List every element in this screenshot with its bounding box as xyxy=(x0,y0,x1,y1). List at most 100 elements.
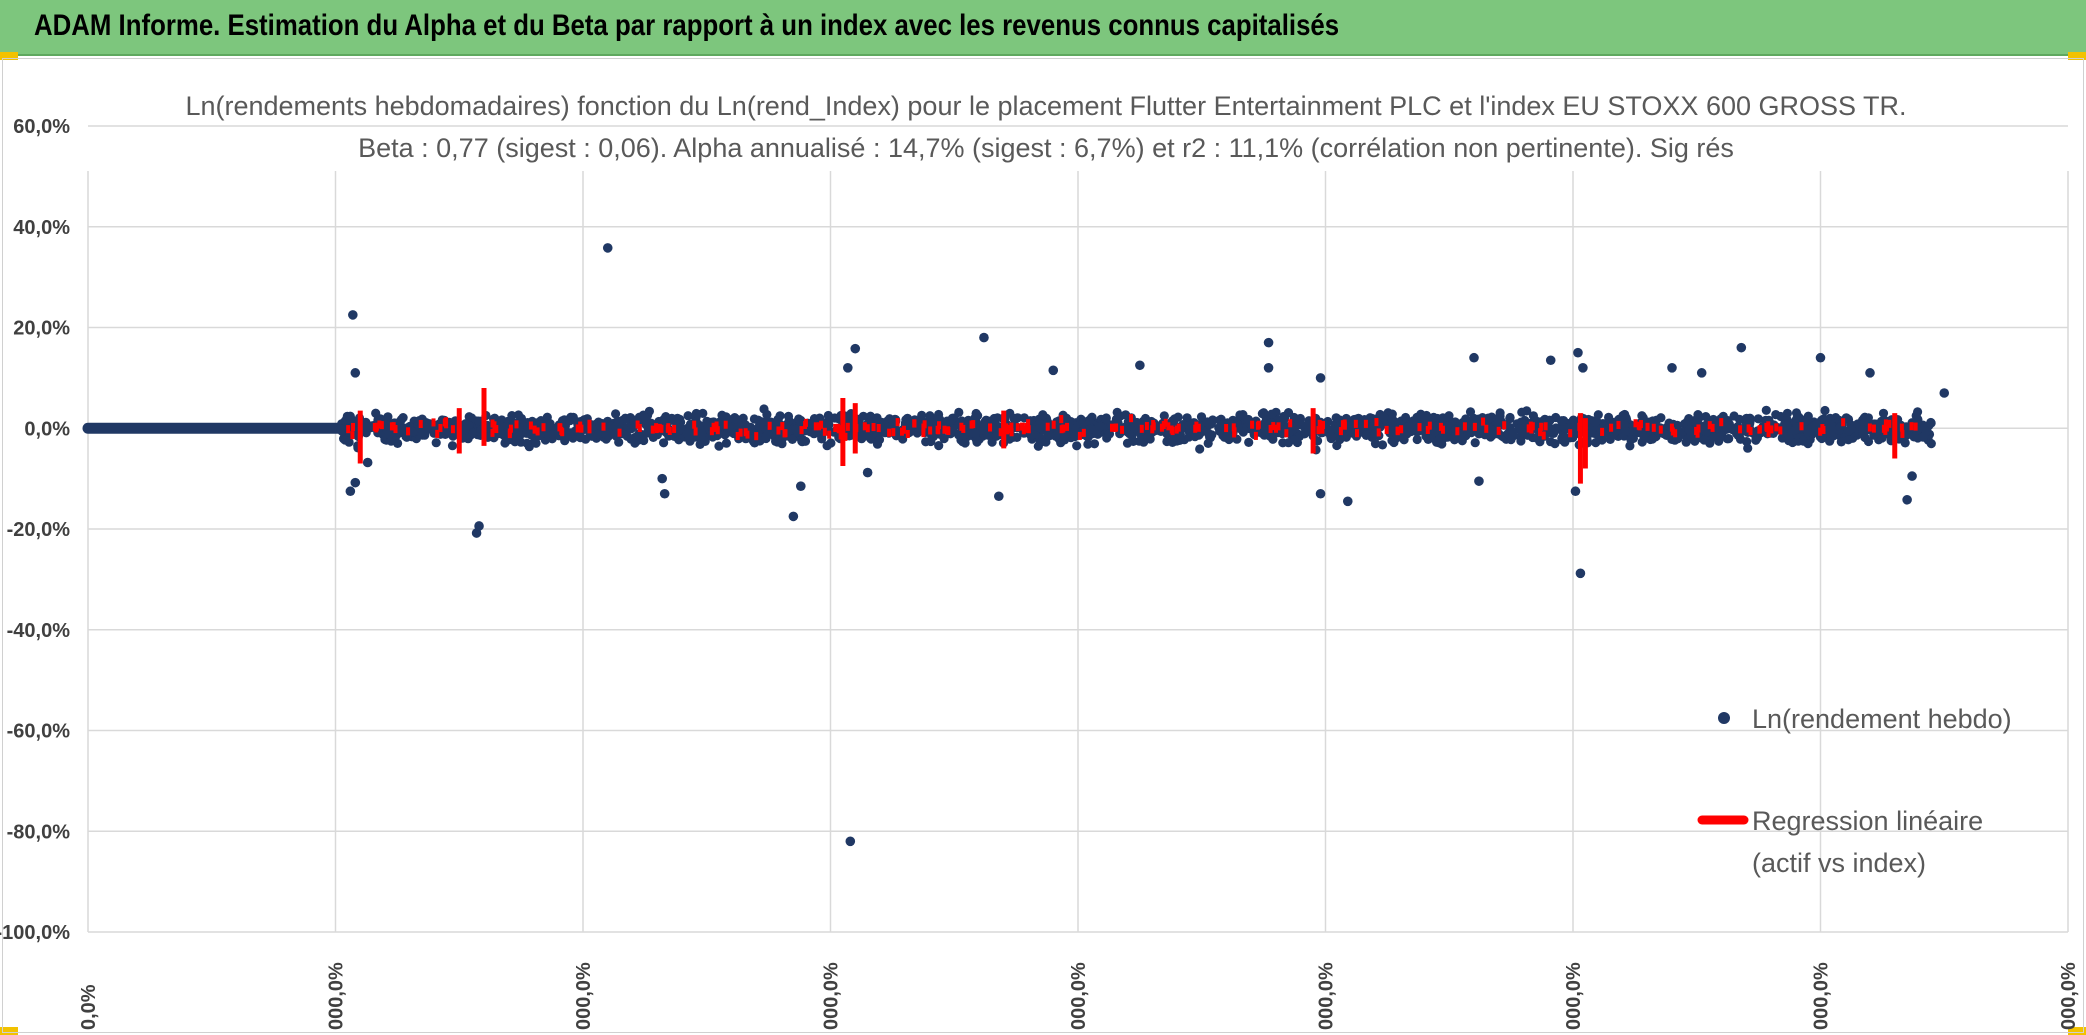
y-tick-label: 60,0% xyxy=(13,116,70,138)
data-point xyxy=(1060,435,1070,445)
data-point xyxy=(1560,437,1570,447)
data-point xyxy=(1846,424,1856,434)
data-point xyxy=(757,417,767,427)
data-point xyxy=(850,343,861,354)
data-point xyxy=(1238,410,1248,420)
data-point xyxy=(791,424,801,434)
data-point xyxy=(1361,430,1371,440)
data-point xyxy=(1203,428,1213,438)
data-point xyxy=(383,412,393,422)
data-point xyxy=(345,486,356,497)
data-point xyxy=(1662,430,1672,440)
data-point xyxy=(1604,412,1614,422)
data-point xyxy=(1550,439,1560,449)
data-point xyxy=(858,411,869,421)
data-point xyxy=(1013,413,1023,423)
data-point xyxy=(1095,421,1105,432)
corner-marker xyxy=(2068,1027,2086,1035)
data-point xyxy=(626,434,636,444)
data-point xyxy=(1699,435,1709,445)
data-point xyxy=(1345,425,1355,435)
data-point xyxy=(1143,432,1153,442)
x-tick-label: 000,0% xyxy=(1068,962,1090,1030)
data-point xyxy=(1493,418,1503,428)
data-point xyxy=(1315,488,1326,499)
data-point xyxy=(344,437,354,447)
data-point xyxy=(1267,409,1277,419)
data-point xyxy=(796,481,806,491)
data-point xyxy=(639,435,649,446)
data-point xyxy=(1335,435,1345,445)
report-title: ADAM Informe. Estimation du Alpha et du … xyxy=(34,9,1340,42)
y-tick-label: -80,0% xyxy=(7,821,71,843)
data-point xyxy=(587,431,597,441)
data-point xyxy=(1173,412,1183,422)
data-point xyxy=(830,413,840,423)
legend-label-points: Ln(rendement hebdo) xyxy=(1752,704,2012,734)
data-point xyxy=(1792,413,1802,423)
data-point xyxy=(565,428,575,438)
data-point xyxy=(1505,412,1515,423)
regression-line xyxy=(357,387,1898,484)
data-point xyxy=(683,411,693,421)
data-point xyxy=(1439,433,1449,443)
data-point xyxy=(971,412,981,422)
data-point xyxy=(1712,423,1722,433)
data-point xyxy=(1083,439,1093,449)
x-tick-label: 000,0% xyxy=(573,962,595,1030)
data-point xyxy=(1420,413,1430,423)
data-point xyxy=(1761,405,1771,415)
x-tick-label: 0,0% xyxy=(78,984,100,1030)
data-point xyxy=(991,431,1001,441)
data-point xyxy=(1724,434,1734,444)
data-point xyxy=(1122,438,1133,448)
corner-marker xyxy=(0,1027,18,1035)
data-point xyxy=(510,437,520,447)
data-point xyxy=(934,441,944,451)
data-point xyxy=(507,411,517,421)
data-point xyxy=(1377,440,1388,450)
data-point xyxy=(1404,422,1415,432)
scatter-points xyxy=(345,243,1950,847)
data-point xyxy=(626,424,636,434)
data-point xyxy=(698,408,708,418)
data-point xyxy=(513,426,523,436)
y-tick-label: -100,0% xyxy=(0,922,70,944)
data-point xyxy=(1620,426,1631,436)
data-point xyxy=(1215,426,1225,436)
noise-cloud xyxy=(82,404,1936,455)
data-point xyxy=(1331,413,1341,423)
data-point xyxy=(386,436,396,446)
data-point xyxy=(960,438,970,448)
data-point xyxy=(1257,409,1267,419)
corner-marker xyxy=(0,52,18,60)
data-point xyxy=(797,437,807,447)
data-point xyxy=(1470,438,1480,448)
data-point xyxy=(788,511,799,522)
data-point xyxy=(1586,428,1596,438)
data-point xyxy=(560,436,570,446)
data-point xyxy=(1820,405,1830,416)
x-axis-ticks: 0,0% 000,0% 000,0% 000,0% 000,0% 000,0% 000,0%… xyxy=(78,962,2080,1030)
data-point xyxy=(843,363,853,373)
legend: Ln(rendement hebdo) Regression linéaire … xyxy=(1697,704,2012,878)
x-tick-label: 000,0% xyxy=(326,962,348,1030)
data-point xyxy=(474,521,484,531)
data-point xyxy=(763,429,773,439)
data-point xyxy=(1545,355,1556,366)
data-point xyxy=(648,432,658,442)
data-point xyxy=(1591,438,1601,448)
data-point xyxy=(1280,414,1290,424)
data-point xyxy=(1182,413,1192,423)
data-point xyxy=(659,438,669,448)
data-point xyxy=(721,438,732,448)
data-point xyxy=(1815,352,1826,363)
data-point xyxy=(983,430,993,440)
data-point xyxy=(1185,425,1195,435)
data-point xyxy=(1050,431,1061,441)
data-point xyxy=(1483,414,1493,424)
data-point xyxy=(513,410,524,420)
data-point xyxy=(601,429,611,439)
data-point xyxy=(638,410,649,420)
